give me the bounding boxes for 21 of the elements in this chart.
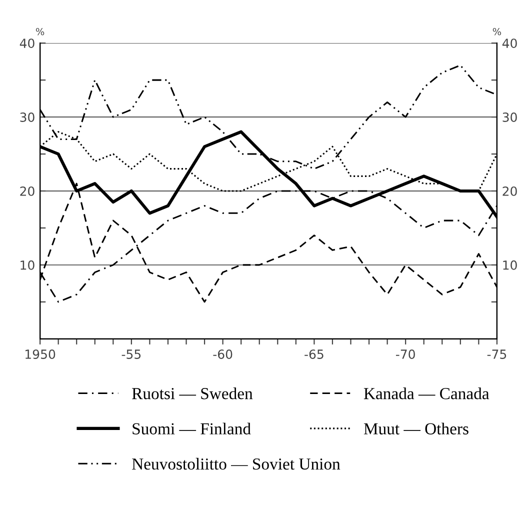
legend-label: Suomi — Finland — [132, 422, 251, 434]
y-tick-label: 30 — [20, 112, 34, 122]
legend-label: Kanada — Canada — [364, 388, 490, 400]
y2-tick-label: 10 — [503, 260, 517, 270]
x-tick-label: 1950 — [26, 350, 56, 359]
legend-label: Muut — Others — [364, 422, 468, 434]
y-tick-label: 20 — [20, 186, 34, 196]
y-tick-label: 10 — [20, 260, 34, 270]
x-tick-label: -60 — [213, 350, 232, 359]
x-tick-label: -65 — [304, 350, 324, 359]
y2-tick-label: 40 — [502, 38, 517, 48]
legend-label: Neuvostoliitto — Soviet Union — [132, 458, 340, 470]
y2-tick-label: 30 — [502, 112, 517, 122]
legend-label: Ruotsi — Sweden — [132, 388, 253, 400]
y2-axis-title: % — [492, 28, 502, 36]
y2-tick-label: 20 — [502, 186, 517, 196]
x-tick-label: -75 — [487, 350, 506, 359]
x-tick-label: -55 — [122, 350, 141, 359]
x-tick-label: -70 — [396, 350, 415, 359]
y-axis-title: % — [36, 28, 44, 36]
y-tick-label: 40 — [20, 38, 34, 48]
